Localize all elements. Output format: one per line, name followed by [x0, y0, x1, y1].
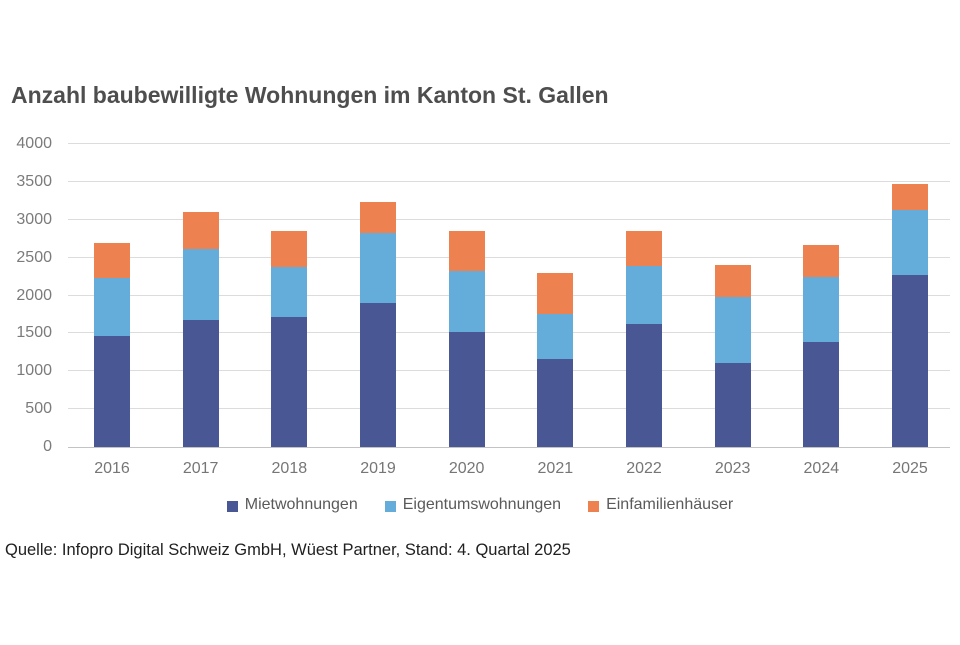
bar-segment-2024: [803, 244, 840, 278]
legend-item: Mietwohnungen: [226, 496, 358, 514]
bar-segment-2025: [891, 275, 928, 447]
bar-segment-2022: [625, 231, 662, 266]
y-axis-tick-label: 500: [25, 400, 52, 418]
bar-segment-2022: [625, 265, 662, 325]
stacked-bar-2020: [448, 144, 485, 447]
gridline: [68, 370, 950, 372]
source-note: Quelle: Infopro Digital Schweiz GmbH, Wü…: [5, 541, 571, 559]
stacked-bar-2018: [271, 144, 308, 447]
legend-item: Einfamilienhäuser: [588, 496, 733, 514]
x-axis-tick-label: 2021: [537, 460, 574, 477]
bar-segment-2022: [625, 324, 662, 447]
bar-segment-2020: [448, 231, 485, 271]
stacked-bar-2017: [182, 144, 219, 447]
bar-segment-2018: [271, 266, 308, 318]
y-axis-tick-label: 3000: [16, 210, 52, 228]
x-axis-tick-label: 2017: [182, 460, 219, 477]
gridline: [68, 256, 950, 258]
bar-segment-2018: [271, 231, 308, 267]
bar-segment-2023: [714, 265, 751, 298]
stacked-bar-2025: [891, 144, 928, 447]
bar-segment-2018: [271, 317, 308, 447]
bar-segment-2023: [714, 362, 751, 447]
y-axis-tick-label: 4000: [16, 135, 52, 152]
bar-segment-2016: [94, 278, 130, 337]
bar-segment-2016: [94, 242, 130, 279]
y-axis-tick-label: 2500: [16, 248, 52, 266]
bar-segment-2019: [359, 233, 396, 304]
x-axis-tick-label: 2025: [892, 460, 928, 477]
x-axis: 2016 2017 2018 2019 2020 2021 2022 2023 2024 2025: [68, 447, 950, 479]
legend-swatch-icon: [588, 500, 600, 512]
bar-segment-2019: [359, 303, 396, 447]
bar-segment-2016: [94, 336, 130, 447]
stacked-bar-2016: [94, 144, 130, 447]
bar-segment-2017: [182, 249, 219, 320]
y-axis-tick-label: 0: [43, 438, 52, 455]
bar-segment-2019: [359, 202, 396, 234]
chart-title: Anzahl baubewilligte Wohnungen im Kanton…: [11, 82, 609, 108]
x-axis-tick-label: 2024: [803, 460, 840, 477]
stacked-bar-2021: [537, 144, 574, 447]
bar-segment-2017: [182, 212, 219, 250]
plot-area: [68, 143, 950, 448]
legend-item: Eigentumswohnungen: [384, 496, 562, 514]
stacked-bar-2019: [359, 144, 396, 447]
x-axis-tick-label: 2020: [448, 460, 485, 477]
y-axis-tick-label: 1000: [16, 362, 52, 380]
gridline: [68, 143, 950, 144]
x-axis-tick-label: 2016: [94, 460, 130, 477]
y-axis-tick-label: 2000: [16, 286, 52, 304]
legend: Mietwohnungen Eigentumswohnungen Einfamili…: [0, 496, 960, 514]
bar-segment-2024: [803, 277, 840, 342]
y-axis: 0 500 1000 1500 2000 2500 3000 3500 4000: [0, 136, 52, 455]
bar-segment-2020: [448, 270, 485, 332]
y-axis-tick-label: 3500: [16, 172, 52, 190]
stacked-bar-2023: [714, 144, 751, 447]
bar-segment-2023: [714, 297, 751, 363]
bar-segment-2021: [537, 272, 574, 314]
legend-swatch-icon: [226, 500, 238, 512]
bar-segment-2021: [537, 313, 574, 360]
legend-label: Mietwohnungen: [244, 496, 358, 513]
gridline: [68, 180, 950, 182]
legend-label: Eigentumswohnungen: [402, 496, 562, 513]
bar-segment-2021: [537, 359, 574, 447]
gridline: [68, 218, 950, 220]
bars-container: [68, 144, 950, 447]
x-axis-tick-label: 2022: [626, 460, 662, 477]
gridline: [68, 408, 950, 410]
gridline: [68, 294, 950, 296]
stacked-bar-2024: [803, 144, 840, 447]
bar-segment-2017: [182, 319, 219, 447]
gridline: [68, 332, 950, 334]
y-axis-tick-label: 1500: [16, 324, 52, 342]
bar-segment-2024: [803, 341, 840, 447]
legend-swatch-icon: [384, 500, 396, 512]
bar-segment-2025: [891, 209, 928, 276]
legend-label: Einfamilienhäuser: [606, 496, 734, 513]
bar-segment-2020: [448, 331, 485, 447]
x-axis-tick-label: 2023: [714, 460, 751, 477]
x-axis-tick-label: 2019: [360, 460, 396, 477]
x-axis-tick-label: 2018: [271, 460, 308, 477]
bar-segment-2025: [891, 184, 928, 210]
stacked-bar-2022: [625, 144, 662, 447]
